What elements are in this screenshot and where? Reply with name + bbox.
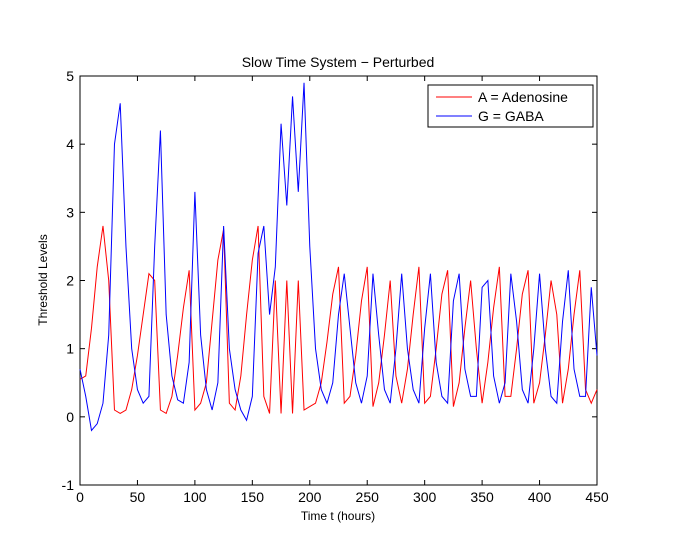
chart-title: Slow Time System − Perturbed (242, 54, 435, 70)
x-tick-label: 250 (356, 489, 380, 505)
x-tick-label: 0 (76, 489, 84, 505)
x-tick-label: 150 (241, 489, 265, 505)
x-tick-label: 450 (585, 489, 609, 505)
y-tick-label: 3 (66, 204, 74, 220)
y-tick-label: 5 (66, 68, 74, 84)
legend-box (427, 84, 594, 128)
y-tick-label: 2 (66, 273, 74, 289)
y-tick-label: 4 (66, 136, 74, 152)
series-line (79, 225, 598, 415)
x-tick-label: 400 (528, 489, 552, 505)
x-tick-label: 50 (130, 489, 146, 505)
y-tick-label: 0 (66, 409, 74, 425)
x-tick-label: 300 (413, 489, 437, 505)
x-tick-label: 350 (470, 489, 494, 505)
legend-label: A = Adenosine (478, 89, 568, 105)
x-tick-label: 100 (183, 489, 207, 505)
series-line (79, 82, 598, 432)
legend-label: G = GABA (478, 108, 544, 124)
x-axis-label: Time t (hours) (301, 509, 375, 523)
y-tick-label: 1 (66, 341, 74, 357)
x-tick-label: 200 (298, 489, 322, 505)
y-tick-label: -1 (62, 477, 75, 493)
y-axis-label: Threshold Levels (36, 234, 50, 325)
